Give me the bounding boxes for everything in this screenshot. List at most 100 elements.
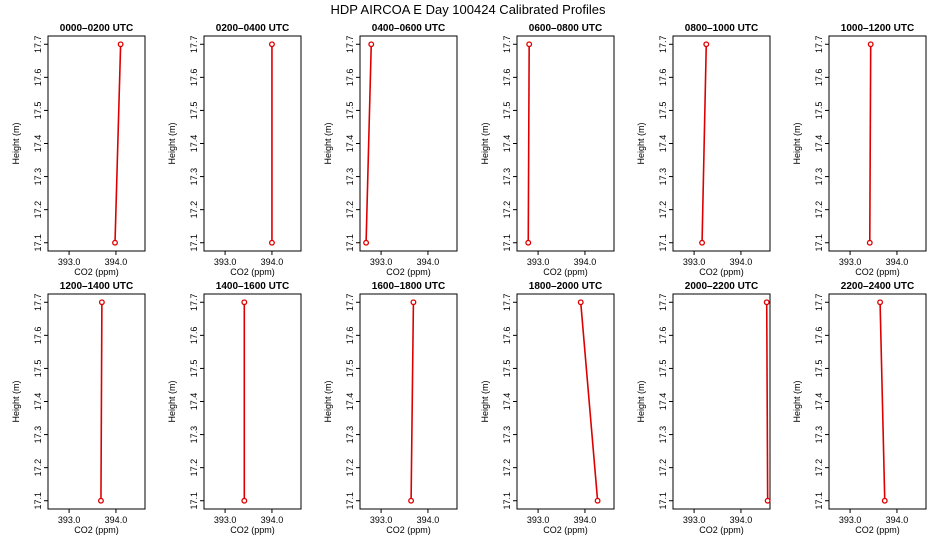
- x-tick-label: 393.0: [370, 515, 393, 525]
- panel-title: 1800–2000 UTC: [529, 281, 602, 292]
- y-tick-label: 17.7: [33, 36, 43, 54]
- profile-panel: 1200–1400 UTC 393.0 394.0 17.1 17.2 17.3 17.4 1…: [11, 281, 146, 535]
- profile-panel: 0400–0600 UTC 393.0 394.0 17.1 17.2 17.3 17.4 1…: [323, 23, 458, 277]
- profile-point: [866, 239, 873, 246]
- plot-frame: [516, 35, 615, 252]
- profile-line: [765, 302, 769, 501]
- y-tick-label: 17.2: [658, 201, 668, 219]
- x-tick-label: 394.0: [417, 257, 440, 267]
- profile-panel: 2200–2400 UTC 393.0 394.0 17.1 17.2 17.3 17.4 1…: [792, 281, 927, 535]
- y-tick-label: 17.3: [658, 426, 668, 444]
- y-tick-label: 17.5: [658, 360, 668, 378]
- y-tick-label: 17.2: [345, 201, 355, 219]
- x-tick-label: 394.0: [886, 257, 909, 267]
- x-tick-label: 393.0: [58, 515, 81, 525]
- y-tick-label: 17.1: [33, 492, 43, 510]
- panel-title: 0600–0800 UTC: [529, 23, 602, 34]
- profile-point: [98, 497, 104, 504]
- profile-panel: 0800–1000 UTC 393.0 394.0 17.1 17.2 17.3 17.4 1…: [636, 23, 771, 277]
- profile-panel: 0600–0800 UTC 393.0 394.0 17.1 17.2 17.3 17.4 1…: [480, 23, 615, 277]
- x-axis-label: CO2 (ppm): [386, 267, 431, 277]
- y-tick-label: 17.1: [502, 492, 512, 510]
- y-tick-label: 17.1: [189, 234, 199, 252]
- plot-frame: [47, 35, 146, 252]
- y-tick-label: 17.4: [502, 135, 512, 153]
- y-tick-label: 17.6: [658, 327, 668, 345]
- y-tick-label: 17.5: [33, 102, 43, 120]
- y-tick-label: 17.7: [502, 36, 512, 54]
- panel-title: 0200–0400 UTC: [216, 23, 289, 34]
- y-tick-label: 17.2: [33, 459, 43, 477]
- y-tick-label: 17.6: [502, 327, 512, 345]
- y-tick-label: 17.4: [814, 393, 824, 411]
- panel-title: 2000–2200 UTC: [685, 281, 758, 292]
- profile-line: [365, 44, 373, 243]
- panel-title: 1200–1400 UTC: [60, 281, 133, 292]
- x-tick-label: 393.0: [214, 515, 237, 525]
- profile-panel: 1400–1600 UTC 393.0 394.0 17.1 17.2 17.3 17.4 1…: [167, 281, 302, 535]
- y-tick-label: 17.2: [814, 459, 824, 477]
- y-tick-label: 17.4: [189, 135, 199, 153]
- y-tick-label: 17.3: [658, 168, 668, 186]
- x-tick-label: 393.0: [683, 257, 706, 267]
- x-tick-label: 393.0: [839, 515, 862, 525]
- profile-line: [410, 302, 415, 501]
- x-tick-label: 394.0: [886, 515, 909, 525]
- x-tick-label: 393.0: [839, 257, 862, 267]
- y-tick-label: 17.3: [33, 426, 43, 444]
- x-axis-label: CO2 (ppm): [699, 525, 744, 535]
- plot-frame: [47, 293, 146, 510]
- y-tick-label: 17.6: [189, 327, 199, 345]
- profile-panel: 0200–0400 UTC 393.0 394.0 17.1 17.2 17.3 17.4 1…: [167, 23, 302, 277]
- profile-line: [701, 44, 708, 243]
- y-axis-label: Height (m): [323, 380, 333, 422]
- plot-frame: [672, 293, 771, 510]
- x-tick-label: 393.0: [370, 257, 393, 267]
- panel-title: 1400–1600 UTC: [216, 281, 289, 292]
- x-axis-label: CO2 (ppm): [543, 525, 588, 535]
- y-tick-label: 17.7: [33, 294, 43, 312]
- y-tick-label: 17.3: [502, 426, 512, 444]
- profile-point: [241, 497, 248, 504]
- y-tick-label: 17.4: [33, 135, 43, 153]
- y-tick-label: 17.7: [658, 294, 668, 312]
- x-tick-label: 394.0: [574, 515, 597, 525]
- y-tick-label: 17.4: [345, 135, 355, 153]
- profile-line: [100, 302, 103, 501]
- profile-point: [577, 299, 584, 306]
- y-axis-label: Height (m): [636, 122, 646, 164]
- y-tick-label: 17.3: [814, 426, 824, 444]
- y-tick-label: 17.6: [502, 69, 512, 87]
- x-axis-label: CO2 (ppm): [543, 267, 588, 277]
- profile-point: [877, 299, 884, 306]
- y-tick-label: 17.1: [345, 492, 355, 510]
- y-tick-label: 17.2: [814, 201, 824, 219]
- y-axis-label: Height (m): [480, 122, 490, 164]
- y-tick-label: 17.4: [502, 393, 512, 411]
- profile-line: [868, 44, 872, 243]
- y-tick-label: 17.6: [33, 327, 43, 345]
- profile-point: [703, 41, 710, 48]
- y-tick-label: 17.5: [502, 102, 512, 120]
- plot-frame: [516, 293, 615, 510]
- y-tick-label: 17.6: [345, 327, 355, 345]
- y-tick-label: 17.2: [658, 459, 668, 477]
- y-tick-label: 17.1: [502, 234, 512, 252]
- y-tick-label: 17.2: [502, 459, 512, 477]
- figure-title: HDP AIRCOA E Day 100424 Calibrated Profi…: [330, 2, 606, 17]
- profile-point: [268, 239, 275, 246]
- y-tick-label: 17.6: [189, 69, 199, 87]
- x-tick-label: 394.0: [261, 515, 284, 525]
- y-tick-label: 17.7: [814, 36, 824, 54]
- y-tick-label: 17.4: [814, 135, 824, 153]
- y-tick-label: 17.2: [502, 201, 512, 219]
- plot-frame: [672, 35, 771, 252]
- profile-point: [699, 239, 706, 246]
- y-tick-label: 17.3: [345, 426, 355, 444]
- x-tick-label: 393.0: [683, 515, 706, 525]
- panel-title: 1600–1800 UTC: [372, 281, 445, 292]
- profile-panel: 1800–2000 UTC 393.0 394.0 17.1 17.2 17.3 17.4 1…: [480, 281, 615, 535]
- y-tick-label: 17.1: [33, 234, 43, 252]
- y-tick-label: 17.6: [33, 69, 43, 87]
